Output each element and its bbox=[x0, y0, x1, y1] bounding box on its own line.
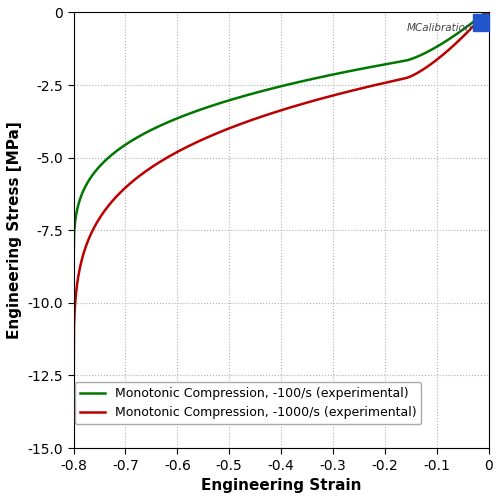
Monotonic Compression, -100/s (experimental) bbox=[312, 76, 318, 82]
Monotonic Compression, -1000/s (experimental) bbox=[322, 94, 328, 100]
Monotonic Compression, -1000/s (experimental) bbox=[486, 10, 492, 16]
Monotonic Compression, -1000/s (experimental) bbox=[484, 10, 490, 16]
Monotonic Compression, -100/s (experimental) bbox=[428, 47, 434, 53]
Monotonic Compression, -1000/s (experimental) bbox=[335, 91, 341, 97]
Monotonic Compression, -100/s (experimental) bbox=[70, 265, 76, 271]
X-axis label: Engineering Strain: Engineering Strain bbox=[201, 478, 362, 493]
Line: Monotonic Compression, -1000/s (experimental): Monotonic Compression, -1000/s (experime… bbox=[74, 12, 488, 404]
Monotonic Compression, -1000/s (experimental) bbox=[96, 216, 102, 222]
Monotonic Compression, -100/s (experimental) bbox=[486, 10, 492, 16]
Monotonic Compression, -1000/s (experimental) bbox=[386, 79, 392, 85]
Monotonic Compression, -100/s (experimental) bbox=[335, 70, 341, 76]
Y-axis label: Engineering Stress [MPa]: Engineering Stress [MPa] bbox=[7, 122, 22, 339]
Monotonic Compression, -1000/s (experimental) bbox=[70, 402, 76, 407]
Monotonic Compression, -1000/s (experimental) bbox=[312, 98, 318, 103]
Monotonic Compression, -100/s (experimental) bbox=[386, 60, 392, 66]
Line: Monotonic Compression, -100/s (experimental): Monotonic Compression, -100/s (experimen… bbox=[74, 12, 488, 268]
Monotonic Compression, -100/s (experimental) bbox=[482, 10, 488, 16]
Monotonic Compression, -1000/s (experimental) bbox=[428, 61, 434, 67]
Monotonic Compression, -100/s (experimental) bbox=[322, 73, 328, 79]
Text: MCalibration: MCalibration bbox=[406, 24, 472, 34]
Legend: Monotonic Compression, -100/s (experimental), Monotonic Compression, -1000/s (ex: Monotonic Compression, -100/s (experimen… bbox=[74, 382, 421, 424]
Monotonic Compression, -100/s (experimental) bbox=[96, 164, 102, 170]
Bar bbox=[473, 14, 488, 30]
